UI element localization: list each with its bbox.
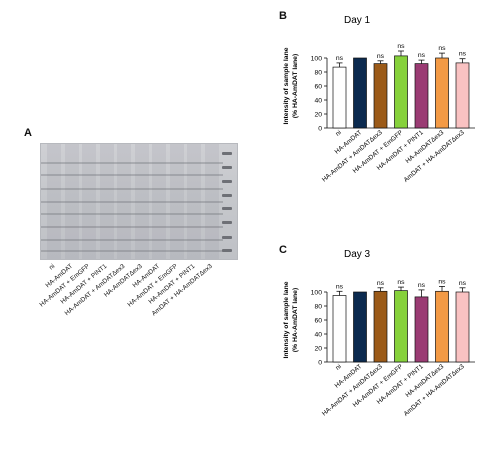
gel-band — [41, 162, 223, 164]
bar-chart-day1: Day 1 Intensity of sample lane (% HA-AmDAT… — [283, 15, 475, 184]
day1-y-tick-label: 40 — [314, 97, 322, 104]
day1-annotation: ns — [377, 53, 385, 60]
day3-bar — [394, 290, 408, 363]
day3-annotation: ns — [459, 280, 467, 287]
day3-bar — [455, 291, 470, 363]
ladder-band — [222, 194, 232, 197]
ladder-band — [222, 249, 232, 252]
day1-bar — [394, 55, 408, 129]
gel-lane — [169, 144, 184, 259]
day1-bar — [414, 63, 429, 129]
gel-lane — [117, 144, 131, 259]
gel-image — [40, 143, 238, 260]
ladder-band — [222, 207, 232, 210]
gel-lane — [152, 144, 166, 259]
gel-lane — [64, 144, 79, 259]
day1-bar — [332, 66, 347, 129]
day3-y-tick-label: 40 — [314, 331, 322, 338]
day1-y-tick-label: 60 — [314, 83, 322, 90]
gel-lane — [187, 144, 201, 259]
gel-band — [41, 188, 223, 190]
panel-b-letter: B — [279, 10, 287, 22]
day1-annotation: ns — [418, 52, 426, 59]
day1-annotation: ns — [397, 43, 405, 50]
day1-ylabel: (% HA-AmDAT lane) — [292, 54, 299, 118]
gel-band — [41, 250, 223, 252]
day1-annotation: ns — [336, 55, 344, 62]
gel-lane — [47, 144, 61, 259]
day3-ylabel: Intensity of sample lane — [283, 281, 290, 358]
day3-bar — [435, 290, 449, 363]
day3-bar — [353, 291, 367, 363]
day3-category-label: ni — [334, 363, 342, 372]
day3-y-tick-label: 0 — [318, 359, 322, 366]
ladder-band — [222, 236, 232, 239]
gel-lane — [99, 144, 114, 259]
day3-title: Day 3 — [344, 249, 371, 260]
day1-bar — [455, 62, 470, 129]
day1-category-label: ni — [334, 129, 342, 138]
day1-bar — [373, 63, 388, 129]
day3-y-tick-label: 20 — [314, 345, 322, 352]
day3-bar — [414, 296, 429, 363]
ladder-band — [222, 221, 232, 224]
day3-y-tick-label: 80 — [314, 303, 322, 310]
panel-a-letter: A — [24, 127, 32, 139]
day1-bar — [435, 57, 449, 129]
ladder-band — [222, 166, 232, 169]
gel-band — [41, 226, 223, 228]
day3-annotation: ns — [438, 278, 446, 285]
gel-band — [41, 174, 223, 176]
gel-lane — [82, 144, 96, 259]
day1-annotation: ns — [459, 51, 467, 58]
panel-c-letter: C — [279, 244, 287, 256]
gel-lane — [134, 144, 149, 259]
day3-annotation: ns — [377, 280, 385, 287]
day1-ylabel: Intensity of sample lane — [283, 47, 290, 124]
gel-lane — [204, 144, 219, 259]
gel-band — [41, 239, 223, 241]
day3-annotation: ns — [418, 282, 426, 289]
day1-y-tick-label: 80 — [314, 69, 322, 76]
day3-bar — [332, 295, 347, 363]
day1-y-tick-label: 100 — [311, 55, 323, 62]
day3-annotation: ns — [336, 283, 344, 290]
day1-y-tick-label: 20 — [314, 111, 322, 118]
ladder-band — [222, 180, 232, 183]
day1-title: Day 1 — [344, 15, 371, 26]
day1-annotation: ns — [438, 45, 446, 52]
gel-band — [41, 213, 223, 215]
gel-lane-label: ni — [47, 262, 57, 272]
day3-annotation: ns — [397, 279, 405, 286]
day1-bar — [353, 57, 367, 129]
bar-chart-day3: Day 3 Intensity of sample lane (% HA-AmDAT… — [283, 249, 475, 418]
day3-bar — [373, 290, 388, 363]
day1-y-tick-label: 0 — [318, 125, 322, 132]
ladder-band — [222, 152, 232, 155]
day3-y-tick-label: 100 — [311, 289, 323, 296]
gel-band — [41, 201, 223, 203]
day3-y-tick-label: 60 — [314, 317, 322, 324]
day3-ylabel: (% HA-AmDAT lane) — [292, 288, 299, 352]
